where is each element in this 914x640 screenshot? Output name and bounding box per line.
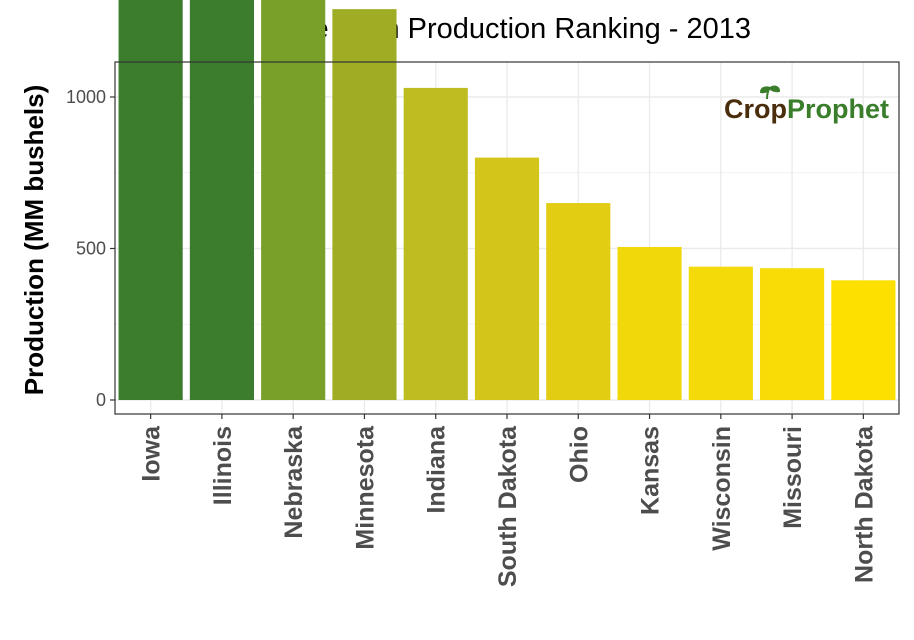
bar-south-dakota xyxy=(474,157,540,400)
x-tick-label: Illinois xyxy=(209,426,237,505)
logo-text-crop: Crop xyxy=(724,94,787,124)
y-axis: 0500100015002000 xyxy=(66,87,115,410)
x-tick-label: Nebraska xyxy=(280,425,308,539)
x-tick-label: Iowa xyxy=(138,425,166,482)
x-tick-label: Ohio xyxy=(565,426,593,483)
x-tick-label: North Dakota xyxy=(850,425,878,583)
bar-missouri xyxy=(760,268,825,400)
y-tick-label: 0 xyxy=(96,390,106,410)
x-tick-label: Missouri xyxy=(779,426,807,529)
bar-wisconsin xyxy=(688,266,753,400)
y-tick-label: 1000 xyxy=(66,87,106,107)
x-axis: Iowa Illinois Nebraska Minnesota Indiana Sout… xyxy=(138,414,878,587)
bar-nebraska xyxy=(261,0,326,401)
x-tick-label: Kansas xyxy=(637,426,665,515)
bar-indiana xyxy=(403,87,468,400)
bar-ohio xyxy=(546,203,611,400)
bar-minnesota xyxy=(332,9,397,400)
y-tick-label: 500 xyxy=(76,239,106,259)
bar-iowa xyxy=(118,0,183,400)
bars xyxy=(118,0,896,401)
x-tick-label: South Dakota xyxy=(494,425,522,587)
x-tick-label: Wisconsin xyxy=(708,426,736,551)
bar-illinois xyxy=(189,0,254,400)
x-tick-label: Indiana xyxy=(423,425,451,514)
bar-north-dakota xyxy=(831,280,896,400)
y-axis-label: Production (MM bushels) xyxy=(19,85,49,396)
logo-text-prophet: Prophet xyxy=(787,94,889,124)
x-tick-label: Minnesota xyxy=(351,425,379,550)
sprout-icon xyxy=(759,85,781,100)
svg-text:CropProphet: CropProphet xyxy=(724,94,889,124)
crop-prophet-logo: CropProphet xyxy=(724,85,889,124)
bar-kansas xyxy=(617,246,682,400)
